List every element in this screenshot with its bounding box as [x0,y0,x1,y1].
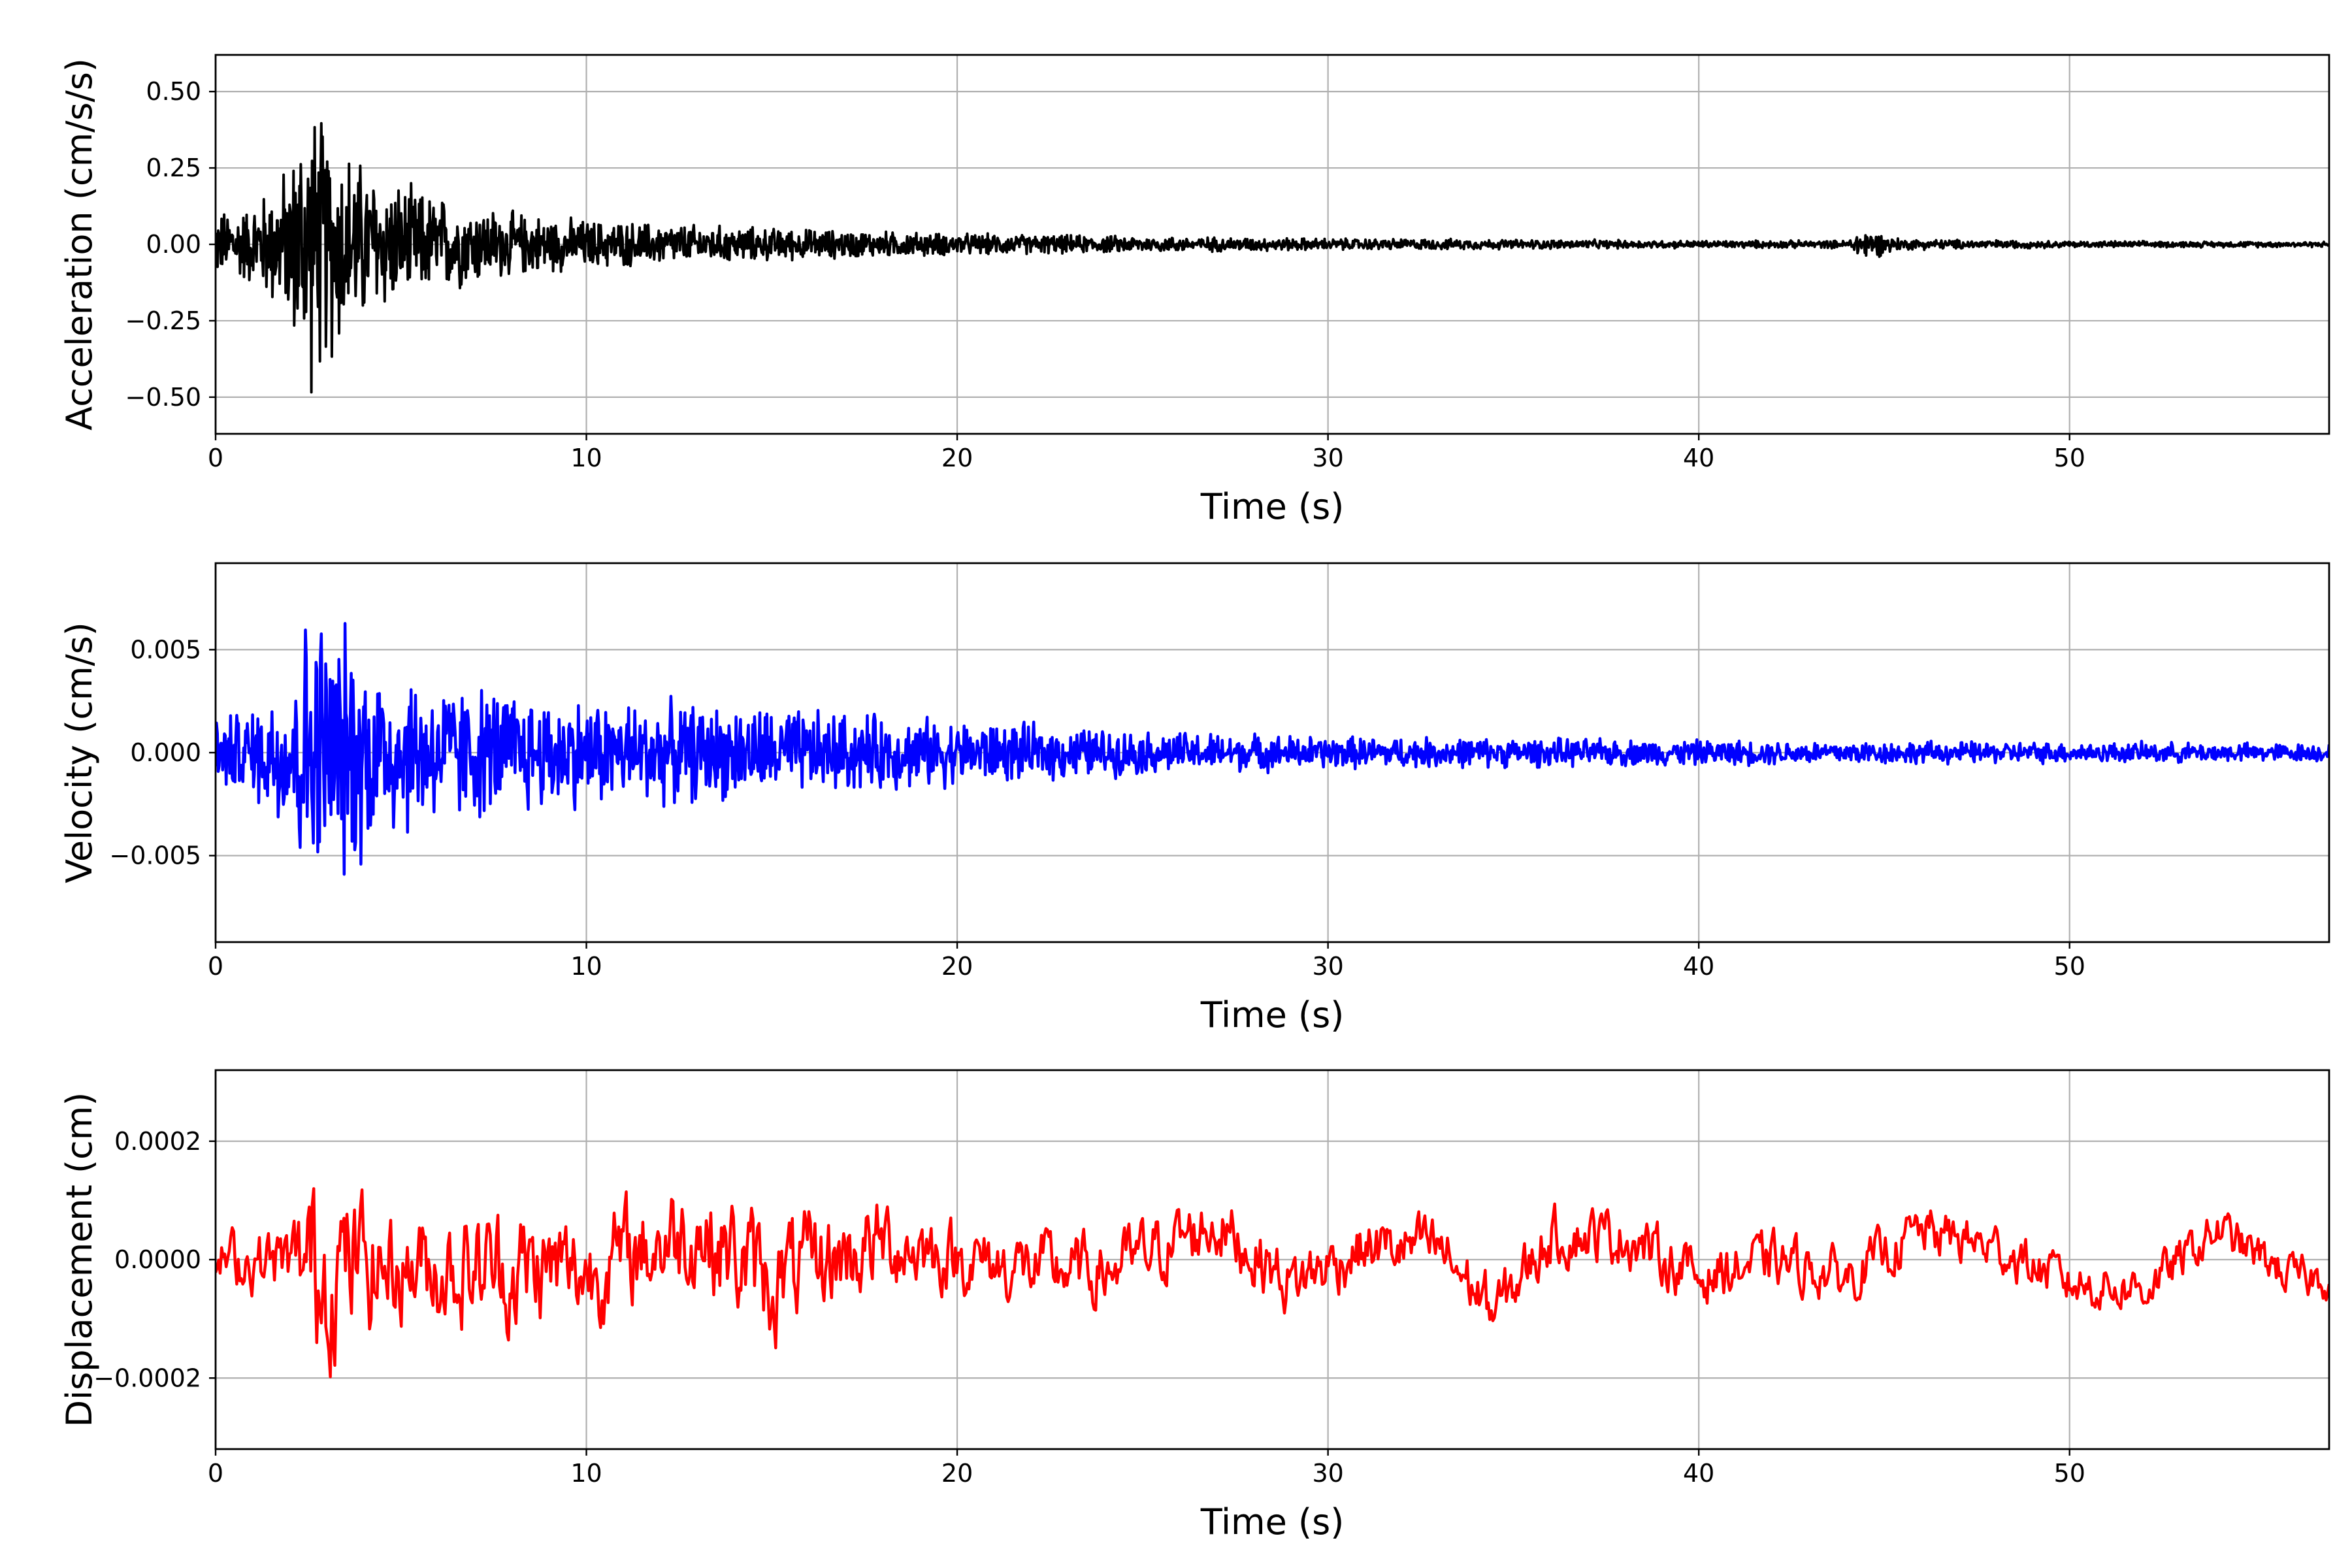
y-tick-label: 0.005 [130,635,201,664]
y-tick-label: −0.25 [125,306,201,335]
x-tick-label: 10 [570,444,602,472]
x-tick-label: 30 [1312,1459,1343,1488]
x-tick-label: 40 [1683,952,1714,981]
y-tick-label: 0.00 [146,230,201,259]
x-tick-label: 0 [208,952,223,981]
x-axis-label: Time (s) [1200,1501,1345,1543]
velocity-panel: 0 10 20 30 40 50 0.005 0.000 −0.005 Time (s) Veloc… [59,562,2330,1036]
x-tick-label: 20 [941,1459,973,1488]
x-tick-label: 20 [941,444,973,472]
x-tick-label: 30 [1312,444,1343,472]
x-tick-label: 0 [208,444,223,472]
y-tick-label: 0.000 [130,738,201,767]
acceleration-series-line [216,122,2329,394]
x-axis-label: Time (s) [1200,486,1345,527]
y-tick-label: 0.50 [146,77,201,106]
x-tick-label: 40 [1683,1459,1714,1488]
y-tick-label: 0.0002 [114,1127,201,1156]
x-axis-label: Time (s) [1200,994,1345,1036]
y-tick-label: −0.005 [109,841,201,870]
x-tick-label: 20 [941,952,973,981]
y-tick-label: 0.25 [146,154,201,182]
x-tick-label: 50 [2054,952,2085,981]
x-tick-label: 30 [1312,952,1343,981]
x-tick-label: 50 [2054,1459,2085,1488]
x-tick-label: 0 [208,1459,223,1488]
y-tick-label: 0.0000 [114,1245,201,1274]
displacement-series-line [216,1187,2329,1379]
y-tick-label: −0.50 [125,383,201,412]
y-axis-label: Acceleration (cm/s/s) [59,58,100,431]
x-tick-label: 10 [570,952,602,981]
acceleration-panel: 0 10 20 30 40 50 0.50 0.25 0.00 −0.25 −0.50 Time (s… [59,54,2330,527]
displacement-panel: 0 10 20 30 40 50 0.0002 0.0000 −0.0002 Time (s) Di… [59,1069,2330,1543]
y-axis-label: Displacement (cm) [59,1092,100,1428]
y-axis-label: Velocity (cm/s) [59,622,100,883]
y-tick-label: −0.0002 [93,1364,201,1392]
x-tick-label: 10 [570,1459,602,1488]
x-tick-label: 40 [1683,444,1714,472]
x-tick-label: 50 [2054,444,2085,472]
velocity-series-line [216,622,2329,876]
